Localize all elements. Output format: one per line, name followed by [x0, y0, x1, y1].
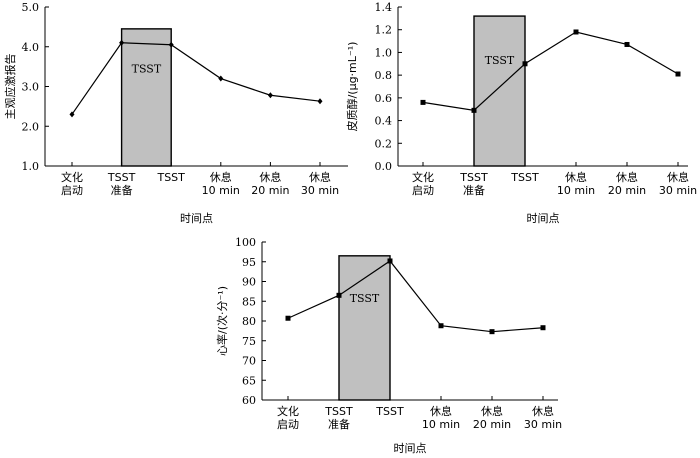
y-tick-label: 5.0 — [22, 1, 40, 14]
x-tick-label: 休息 30 min — [301, 170, 339, 197]
series-line — [422, 31, 679, 111]
x-axis-title: 时间点 — [180, 212, 213, 225]
x-tick-label: 休息 10 min — [557, 170, 595, 197]
y-tick-label: 1.4 — [375, 1, 393, 14]
data-point — [267, 92, 273, 99]
data-point — [675, 71, 681, 77]
y-tick-label: 75 — [242, 335, 256, 348]
y-axis-title: 心率/(次·分⁻¹) — [215, 286, 229, 356]
series-line — [287, 260, 544, 333]
data-point — [336, 292, 342, 298]
y-tick-label: 80 — [242, 315, 256, 328]
y-tick-label: 1.0 — [22, 160, 40, 173]
data-point — [168, 41, 174, 48]
x-tick-label: 休息 30 min — [659, 170, 697, 197]
x-tick-label: TSST 准备 — [459, 171, 488, 197]
y-tick-label: 70 — [242, 355, 256, 368]
x-tick-label: 休息 10 min — [422, 404, 460, 431]
data-point — [489, 329, 495, 335]
data-point — [387, 258, 393, 264]
x-tick-label: TSST — [510, 171, 539, 184]
tsst-box-label: TSST — [485, 54, 515, 67]
y-tick-label: 0.2 — [375, 137, 393, 150]
x-tick-label: TSST 准备 — [324, 405, 353, 431]
y-tick-label: 3.0 — [22, 81, 40, 94]
x-axis-title: 时间点 — [527, 212, 560, 225]
y-tick-label: 2.0 — [22, 120, 40, 133]
x-tick-label: TSST 准备 — [107, 171, 136, 197]
data-point — [420, 99, 426, 105]
y-tick-label: 100 — [235, 236, 256, 249]
data-point — [317, 98, 323, 105]
y-tick-label: 0.8 — [375, 69, 393, 82]
tsst-box — [120, 28, 172, 167]
y-tick-label: 1.2 — [375, 24, 393, 37]
y-tick-label: 0.4 — [375, 115, 393, 128]
chart-cortisol: TSST 0.0 0.2 0.4 0.6 0.8 1.0 1.2 1.4 文化启动 TSST 准备 TS… — [345, 1, 697, 225]
data-point — [540, 325, 546, 331]
series-line — [71, 42, 321, 115]
y-axis-title: 皮质醇/(μg·mL⁻¹) — [345, 42, 359, 132]
y-tick-label: 85 — [242, 295, 256, 308]
x-tick-label: 休息 10 min — [202, 170, 240, 197]
y-axis-title: 主观应激报告 — [3, 54, 17, 120]
x-tick-label: 文化启动 — [412, 170, 434, 197]
tsst-box — [473, 15, 526, 167]
chart-subjective-stress: TSST 1.0 2.0 3.0 4.0 5.0 文化启动 TSST 准备 TSST 休息 10 mi… — [3, 1, 348, 225]
x-axis-title: 时间点 — [394, 442, 427, 455]
data-point — [522, 61, 528, 67]
y-tick-label: 95 — [242, 256, 256, 269]
y-tick-label: 1.0 — [375, 46, 393, 59]
y-tick-label: 4.0 — [22, 41, 40, 54]
x-tick-label: 文化启动 — [61, 170, 83, 197]
y-tick-label: 0.0 — [375, 160, 393, 173]
data-point — [69, 111, 75, 118]
tsst-box — [338, 255, 391, 401]
x-tick-label: 休息 20 min — [251, 170, 289, 197]
x-tick-label: TSST — [156, 171, 185, 184]
tsst-box-label: TSST — [132, 63, 162, 76]
data-point — [471, 107, 477, 113]
y-tick-label: 90 — [242, 276, 256, 289]
x-tick-label: 文化启动 — [277, 404, 299, 431]
y-tick-label: 65 — [242, 374, 256, 387]
y-tick-label: 60 — [242, 394, 256, 407]
y-tick-label: 0.6 — [375, 92, 393, 105]
x-tick-label: 休息 20 min — [608, 170, 646, 197]
x-tick-label: 休息 20 min — [473, 404, 511, 431]
data-point — [218, 75, 224, 82]
tsst-box-label: TSST — [350, 292, 380, 305]
data-point — [624, 41, 630, 47]
data-point — [119, 39, 125, 46]
x-tick-label: TSST — [375, 405, 404, 418]
data-point — [438, 323, 444, 329]
data-point — [573, 29, 579, 35]
chart-heart-rate: TSST 60 65 70 75 80 85 90 95 100 文化启动 TSST 准备 TSST 休息 1… — [215, 236, 562, 455]
x-tick-label: 休息 30 min — [524, 404, 562, 431]
data-point — [285, 315, 291, 321]
